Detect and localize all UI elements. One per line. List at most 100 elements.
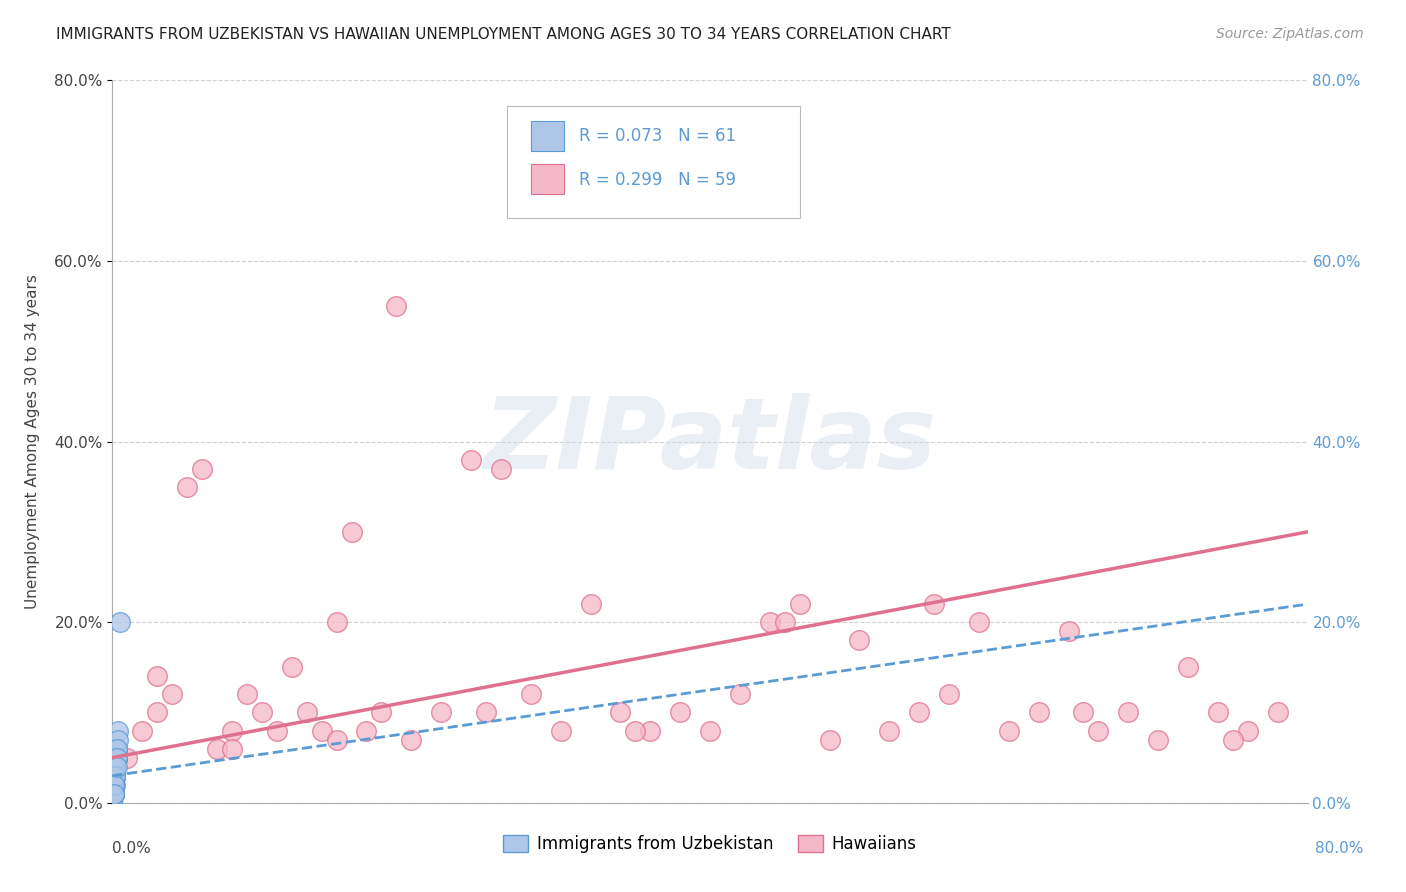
Point <box>101 796 124 810</box>
Text: IMMIGRANTS FROM UZBEKISTAN VS HAWAIIAN UNEMPLOYMENT AMONG AGES 30 TO 34 YEARS CO: IMMIGRANTS FROM UZBEKISTAN VS HAWAIIAN U… <box>56 27 950 42</box>
Point <box>104 769 127 783</box>
Point <box>117 750 139 764</box>
Point <box>104 760 127 774</box>
Point <box>1057 624 1080 639</box>
Point <box>669 706 692 720</box>
Point <box>266 723 288 738</box>
Point <box>104 760 127 774</box>
Point <box>103 787 125 801</box>
Point <box>922 597 945 611</box>
Point <box>624 723 647 738</box>
Point <box>773 615 796 630</box>
Point <box>728 687 751 701</box>
Point <box>107 732 129 747</box>
Point <box>998 723 1021 738</box>
Y-axis label: Unemployment Among Ages 30 to 34 years: Unemployment Among Ages 30 to 34 years <box>25 274 41 609</box>
Point <box>101 796 124 810</box>
Point <box>103 778 125 792</box>
Point <box>221 741 243 756</box>
Point <box>908 706 931 720</box>
Point <box>131 723 153 738</box>
Point <box>104 769 127 783</box>
Text: 0.0%: 0.0% <box>112 841 152 856</box>
Text: ZIPatlas: ZIPatlas <box>484 393 936 490</box>
Point <box>967 615 990 630</box>
Point <box>250 706 273 720</box>
Point <box>105 750 128 764</box>
Point <box>281 660 304 674</box>
Point <box>105 741 128 756</box>
Point <box>1073 706 1095 720</box>
Text: R = 0.299   N = 59: R = 0.299 N = 59 <box>579 171 735 189</box>
Point <box>236 687 259 701</box>
Point <box>1267 706 1289 720</box>
Point <box>579 597 602 611</box>
Point <box>105 750 128 764</box>
Point <box>520 687 543 701</box>
Point <box>103 778 125 792</box>
Point <box>176 480 198 494</box>
Point <box>103 778 125 792</box>
Point <box>104 760 127 774</box>
Point <box>103 778 125 792</box>
Point <box>103 778 125 792</box>
Point <box>104 769 127 783</box>
Text: 80.0%: 80.0% <box>1316 841 1364 856</box>
Point <box>325 732 347 747</box>
Point <box>104 769 127 783</box>
Point <box>101 787 124 801</box>
Point <box>103 787 125 801</box>
Point <box>430 706 453 720</box>
Point <box>1222 732 1244 747</box>
Point <box>401 732 423 747</box>
Point <box>101 796 124 810</box>
Point <box>104 769 127 783</box>
Point <box>105 750 128 764</box>
Point <box>489 461 512 475</box>
Point <box>146 669 169 683</box>
Point <box>105 750 128 764</box>
Point <box>295 706 318 720</box>
Point <box>103 787 125 801</box>
Point <box>101 787 124 801</box>
Point <box>221 723 243 738</box>
Point <box>105 741 128 756</box>
Point <box>103 778 125 792</box>
Point <box>101 787 124 801</box>
Point <box>609 706 631 720</box>
Point <box>108 615 131 630</box>
Point <box>103 778 125 792</box>
Point <box>104 769 127 783</box>
Point <box>1237 723 1260 738</box>
Point <box>107 723 129 738</box>
Point <box>103 787 125 801</box>
Point <box>759 615 782 630</box>
Point <box>370 706 392 720</box>
Point <box>385 299 408 313</box>
Point <box>103 778 125 792</box>
Point <box>624 163 647 178</box>
Point <box>789 597 811 611</box>
Point <box>1118 706 1140 720</box>
FancyBboxPatch shape <box>508 105 800 218</box>
Point <box>104 769 127 783</box>
Point <box>162 687 183 701</box>
Point <box>340 524 363 539</box>
Point <box>104 760 127 774</box>
Point <box>104 760 127 774</box>
Text: R = 0.073   N = 61: R = 0.073 N = 61 <box>579 127 735 145</box>
Point <box>105 750 128 764</box>
Point <box>103 778 125 792</box>
Point <box>475 706 498 720</box>
Point <box>104 769 127 783</box>
Point <box>146 706 169 720</box>
Point <box>818 732 841 747</box>
Point <box>311 723 333 738</box>
Point <box>104 760 127 774</box>
Point <box>356 723 378 738</box>
Legend: Immigrants from Uzbekistan, Hawaiians: Immigrants from Uzbekistan, Hawaiians <box>496 828 924 860</box>
Point <box>103 787 125 801</box>
Point <box>879 723 901 738</box>
Point <box>105 760 128 774</box>
FancyBboxPatch shape <box>531 120 564 151</box>
